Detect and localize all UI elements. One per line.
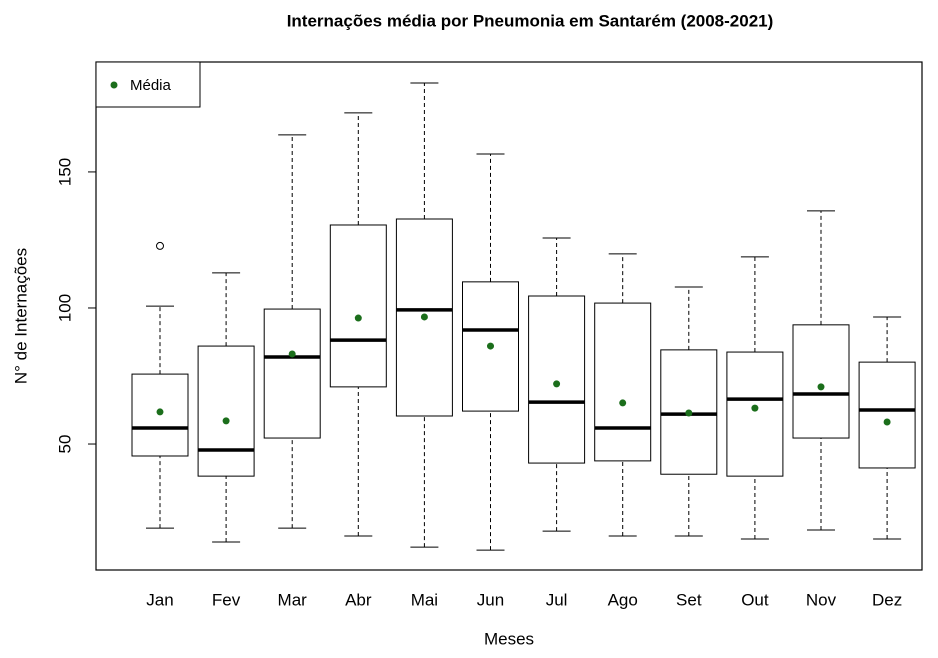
- y-tick-label: 150: [55, 158, 74, 186]
- mean-point: [420, 313, 428, 321]
- outlier: [156, 241, 164, 250]
- x-tick-label: Dez: [872, 590, 902, 609]
- mean-point: [553, 380, 561, 388]
- chart-title: Internações média por Pneumonia em Santa…: [287, 11, 774, 30]
- box: [792, 324, 850, 439]
- mean-point: [354, 314, 362, 322]
- x-tick-label: Mar: [278, 590, 308, 609]
- mean-point: [817, 383, 825, 391]
- x-tick-label: Set: [676, 590, 702, 609]
- y-tick-label: 100: [55, 294, 74, 322]
- mean-point: [751, 404, 759, 412]
- x-tick-label: Abr: [345, 590, 372, 609]
- mean-point: [883, 418, 891, 426]
- mean-point: [288, 350, 296, 358]
- plot-frame: [95, 61, 923, 571]
- box: [263, 308, 321, 439]
- mean-point: [156, 408, 164, 416]
- y-tick-label: 50: [55, 435, 74, 454]
- box: [329, 224, 387, 388]
- box: [197, 345, 255, 477]
- mean-point: [487, 342, 494, 350]
- legend-label: Média: [130, 77, 172, 94]
- y-axis-label: N° de Internações: [11, 248, 30, 384]
- x-tick-label: Fev: [212, 590, 241, 609]
- box: [594, 302, 652, 462]
- box: [858, 361, 916, 469]
- x-axis-label: Meses: [484, 629, 534, 648]
- box: [726, 351, 784, 477]
- legend-marker: [110, 81, 118, 89]
- x-tick-label: Jun: [477, 590, 504, 609]
- mean-point: [619, 399, 627, 407]
- x-tick-label: Jan: [146, 590, 173, 609]
- x-tick-label: Jul: [546, 590, 568, 609]
- box: [528, 295, 586, 464]
- x-tick-label: Mai: [411, 590, 438, 609]
- mean-point: [685, 409, 693, 417]
- x-tick-label: Ago: [608, 590, 638, 609]
- x-tick-label: Out: [741, 590, 769, 609]
- mean-point: [222, 417, 230, 425]
- x-tick-label: Nov: [806, 590, 837, 609]
